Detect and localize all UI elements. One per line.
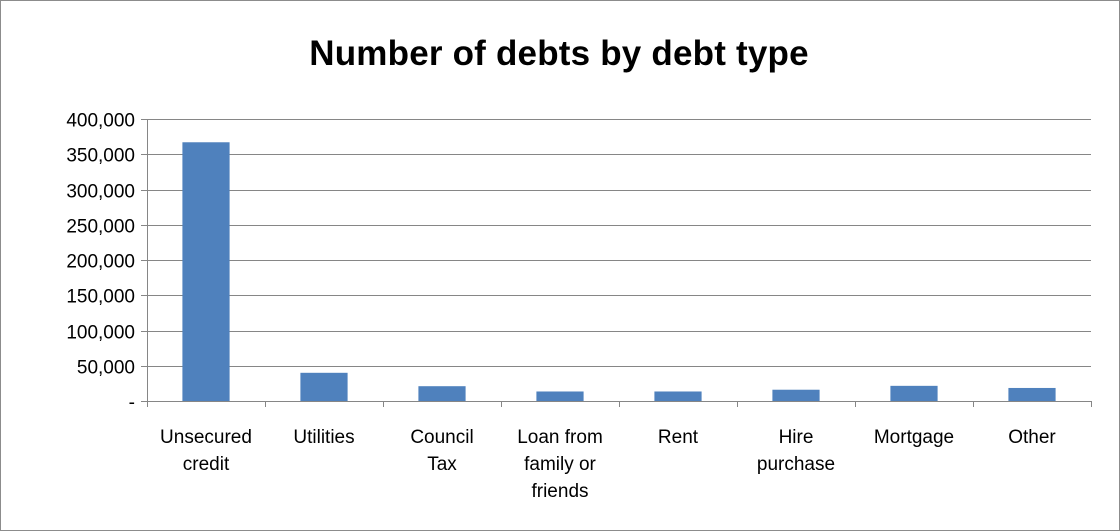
bar — [890, 385, 938, 401]
y-tick-label: - — [129, 393, 135, 414]
bar — [1008, 387, 1056, 401]
y-tick-label: 150,000 — [66, 287, 135, 308]
x-tick-label: Utilities — [293, 427, 354, 448]
x-tick-label: Loan from family or friends — [517, 427, 603, 502]
gridlines — [147, 119, 1091, 367]
x-tick-label: Rent — [658, 427, 699, 448]
bar — [536, 391, 584, 401]
y-tick-label: 350,000 — [66, 146, 135, 167]
y-tick-label: 300,000 — [66, 182, 135, 203]
y-tick-label: 100,000 — [66, 323, 135, 344]
x-tick-label: Hire purchase — [757, 427, 835, 475]
bar — [654, 391, 702, 401]
bar — [418, 386, 466, 401]
y-tick-labels: - 50,000 100,000 150,000 200,000 250,000 300,0… — [66, 111, 135, 414]
x-tick-label: Unsecured credit — [160, 427, 252, 475]
y-tick-label: 250,000 — [66, 217, 135, 238]
y-tick-label: 200,000 — [66, 252, 135, 273]
x-tick-label: Other — [1008, 427, 1056, 448]
axes — [141, 119, 1092, 407]
y-tick-label: 400,000 — [66, 111, 135, 132]
bar — [300, 372, 348, 401]
bars — [182, 142, 1056, 401]
bar — [182, 142, 230, 401]
x-tick-label: Council Tax — [410, 427, 473, 475]
chart-title: Number of debts by debt type — [309, 34, 809, 73]
x-tick-labels: Unsecured credit Utilities Council Tax Loan f… — [160, 427, 1056, 502]
x-tick-label: Mortgage — [874, 427, 954, 448]
bar — [772, 389, 820, 401]
y-tick-label: 50,000 — [77, 358, 135, 379]
